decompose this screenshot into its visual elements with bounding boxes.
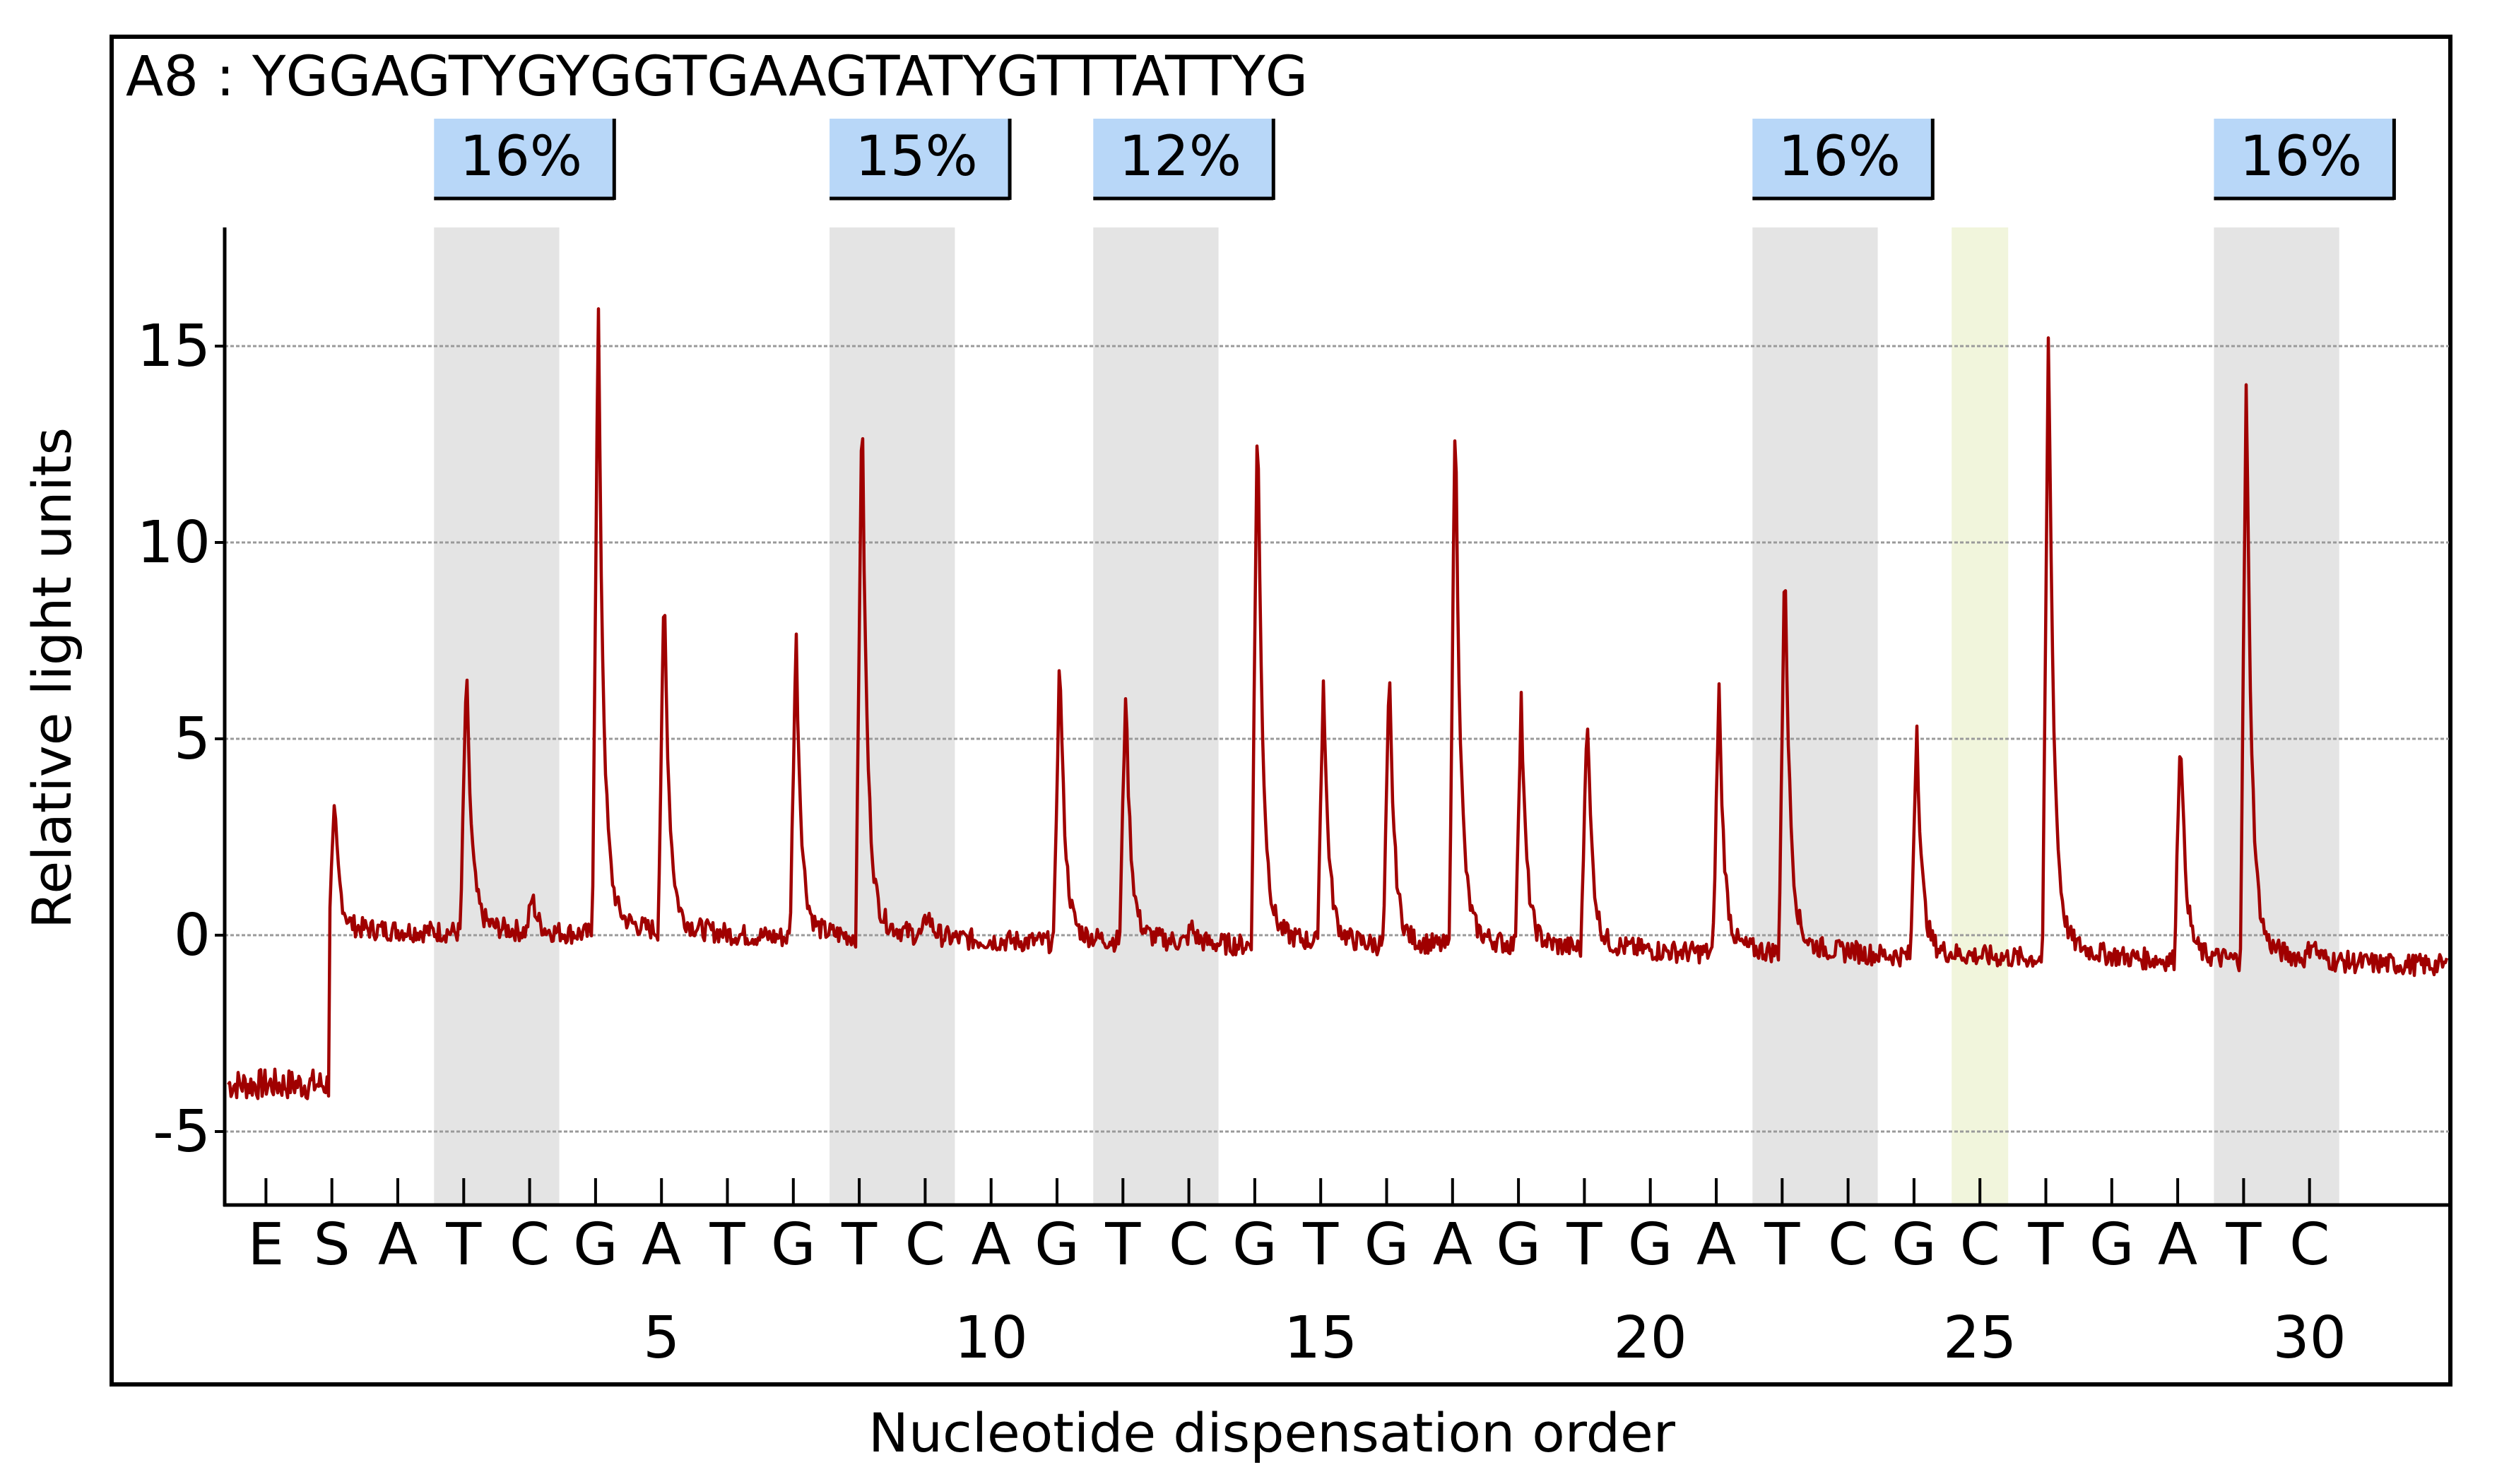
x-tick-label-10: 10	[955, 1305, 1028, 1372]
dispensation-8: T	[709, 1211, 745, 1278]
dispensation-10: T	[841, 1211, 878, 1278]
methylation-region-2	[830, 227, 955, 1205]
dispensation-9: G	[771, 1211, 816, 1278]
dispensation-22: G	[1628, 1211, 1673, 1278]
percentage-box-1	[434, 119, 615, 198]
dispensation-17: T	[1302, 1211, 1339, 1278]
dispensation-26: G	[1891, 1211, 1937, 1278]
dispensation-18: G	[1364, 1211, 1410, 1278]
dispensation-29: G	[2089, 1211, 2135, 1278]
x-tick-label-25: 25	[1943, 1305, 2017, 1372]
x-tick-label-20: 20	[1614, 1305, 1687, 1372]
dispensation-3: A	[378, 1211, 418, 1278]
methylation-region-1	[434, 227, 560, 1205]
percentage-label-2: 15%	[830, 119, 1012, 201]
percentage-box-5	[2214, 119, 2395, 198]
percentage-value-1: 16%	[460, 125, 582, 189]
dispensation-30: A	[2158, 1211, 2197, 1278]
y-tick-label--5: -5	[153, 1098, 211, 1165]
dispensation-11: C	[905, 1211, 945, 1278]
site-shading-layer	[434, 227, 2339, 1205]
dispensation-21: T	[1566, 1211, 1602, 1278]
chart-title: A8 : YGGAGTYGYGGTGAAGTATYGTTTATTYG	[126, 45, 1308, 109]
x-axis-label: Nucleotide dispensation order	[868, 1401, 1676, 1464]
dispensation-19: A	[1433, 1211, 1472, 1278]
y-axis-ticks: -5 0 5 10 15	[137, 313, 225, 1165]
percentage-box-4	[1752, 119, 1933, 198]
x-tick-label-30: 30	[2273, 1305, 2346, 1372]
percentage-value-5: 16%	[2240, 125, 2362, 189]
dispensation-14: T	[1104, 1211, 1141, 1278]
dispensation-13: G	[1034, 1211, 1080, 1278]
percentage-label-5: 16%	[2214, 119, 2396, 201]
x-tick-label-5: 5	[643, 1305, 680, 1372]
y-tick-label-15: 15	[137, 313, 211, 380]
methylation-region-3	[1093, 227, 1219, 1205]
percentage-value-2: 15%	[855, 125, 977, 189]
y-axis-label: Relative light units	[20, 427, 83, 929]
methylation-region-5	[2214, 227, 2339, 1205]
dispensation-2: S	[314, 1211, 350, 1278]
signal-trace	[227, 307, 2449, 1100]
y-tick-label-10: 10	[137, 509, 211, 576]
x-axis-ticks: 5 10 15 20 25 30	[264, 1178, 2346, 1372]
dispensation-5: C	[509, 1211, 550, 1278]
methylation-region-4	[1752, 227, 1878, 1205]
percentage-label-3: 12%	[1093, 119, 1275, 201]
dispensation-4: T	[445, 1211, 482, 1278]
dispensation-1: E	[247, 1211, 284, 1278]
dispensation-28: T	[2027, 1211, 2064, 1278]
dispensation-25: C	[1828, 1211, 1868, 1278]
dispensation-12: A	[972, 1211, 1011, 1278]
dispensation-6: G	[573, 1211, 618, 1278]
chart-frame	[110, 35, 2452, 1387]
dispensation-16: G	[1232, 1211, 1277, 1278]
percentage-labels: 16% 15% 12% 16% 16%	[434, 119, 2396, 201]
signal-layer	[227, 307, 2449, 1100]
control-region-1	[1952, 227, 2009, 1205]
dispensation-20: G	[1496, 1211, 1541, 1278]
dispensation-24: T	[1764, 1211, 1800, 1278]
dispensation-15: C	[1169, 1211, 1209, 1278]
percentage-label-1: 16%	[434, 119, 616, 201]
percentage-value-3: 12%	[1119, 125, 1241, 189]
dispensation-7: A	[642, 1211, 681, 1278]
percentage-value-4: 16%	[1778, 125, 1901, 189]
y-tick-label-0: 0	[174, 902, 211, 969]
percentage-box-3	[1093, 119, 1274, 198]
dispensation-27: C	[1960, 1211, 2000, 1278]
percentage-label-4: 16%	[1752, 119, 1935, 201]
dispensation-31: T	[2225, 1211, 2262, 1278]
percentage-box-2	[830, 119, 1010, 198]
dispensation-32: C	[2289, 1211, 2330, 1278]
dispensation-23: A	[1696, 1211, 1736, 1278]
y-tick-label-5: 5	[174, 706, 211, 773]
x-tick-label-15: 15	[1284, 1305, 1357, 1372]
